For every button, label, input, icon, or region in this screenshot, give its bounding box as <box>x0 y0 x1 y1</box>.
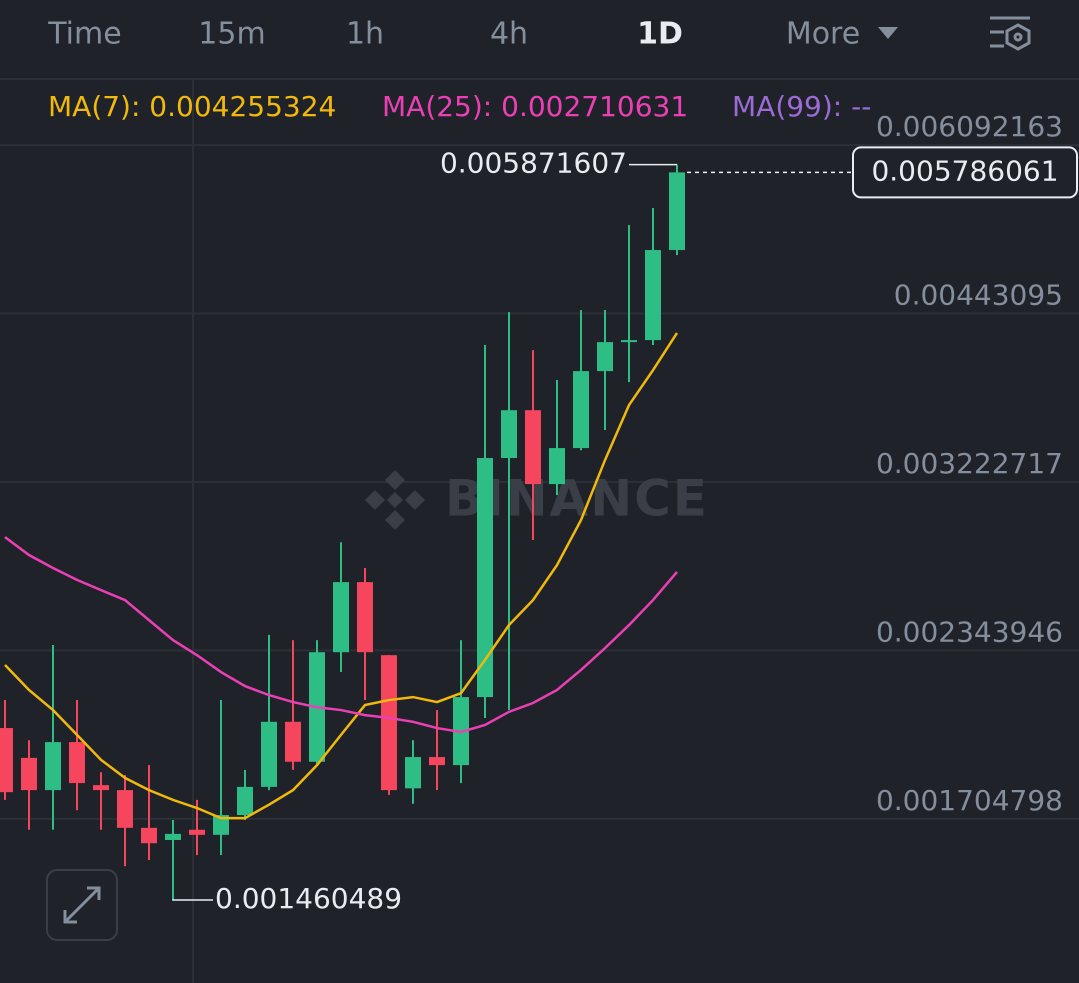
tab[interactable]: 15m <box>198 17 265 52</box>
tab[interactable]: 1D <box>637 17 683 52</box>
candle-body <box>573 371 589 449</box>
candle-body <box>549 448 565 485</box>
candle-body <box>117 790 133 828</box>
candle-body <box>237 786 253 816</box>
candle-body <box>45 742 61 791</box>
y-tick-label: 0.002343946 <box>876 615 1063 648</box>
min-leader <box>172 899 213 901</box>
candle-body <box>477 458 493 698</box>
last-price-box <box>852 146 1078 199</box>
candle-body <box>669 172 685 251</box>
tab[interactable]: Time <box>47 17 121 52</box>
plot: 0.005871607 0.001460489 0.005786061 <box>0 146 1078 915</box>
max-label: 0.005871607 <box>440 147 627 180</box>
candle-body <box>597 342 613 372</box>
candle-body <box>141 827 157 844</box>
min-label: 0.001460489 <box>215 882 402 915</box>
y-tick-label: 0.001704798 <box>876 784 1063 817</box>
candle-body <box>69 742 85 784</box>
y-tick-label: 0.006092163 <box>876 110 1063 143</box>
ma-line <box>4 536 678 734</box>
ma-line <box>4 332 679 820</box>
candle-body <box>189 829 205 835</box>
candle-body <box>501 410 517 459</box>
candle-body <box>429 757 445 766</box>
expand-icon <box>63 886 101 924</box>
tab-bar: Time 15m 1h 4h 1D More <box>47 17 860 52</box>
candle-body <box>21 757 37 791</box>
legend-entry: MA(7): 0.004255324 <box>48 90 336 123</box>
tab[interactable]: More <box>786 17 860 52</box>
candle-body <box>0 728 13 793</box>
candle-body <box>525 410 541 485</box>
y-tick-label: 0.00443095 <box>894 279 1063 312</box>
legend-entry: MA(99): -- <box>732 90 871 123</box>
candle-body <box>333 582 349 653</box>
candle-body <box>621 340 637 343</box>
tab[interactable]: 4h <box>490 17 528 52</box>
watermark-logo <box>365 470 425 530</box>
settings-icon[interactable] <box>990 16 1031 51</box>
candle-body <box>261 721 277 787</box>
candle-body <box>357 582 373 653</box>
candle-body <box>381 655 397 791</box>
y-tick-label: 0.003222717 <box>876 447 1063 480</box>
legend-entry: MA(25): 0.002710631 <box>382 90 688 123</box>
last-price-label: 0.005786061 <box>871 154 1058 187</box>
expand-button[interactable] <box>46 869 118 941</box>
dropdown-arrow[interactable] <box>878 27 898 39</box>
candle-body <box>405 757 421 789</box>
tab[interactable]: 1h <box>346 17 384 52</box>
candle-body <box>93 785 109 791</box>
candle-body <box>213 815 229 835</box>
candle-body <box>285 721 301 762</box>
legend: MA(7): 0.004255324 MA(25): 0.002710631 MA(… <box>48 90 871 123</box>
candle-body <box>165 833 181 840</box>
candle-body <box>645 250 661 341</box>
